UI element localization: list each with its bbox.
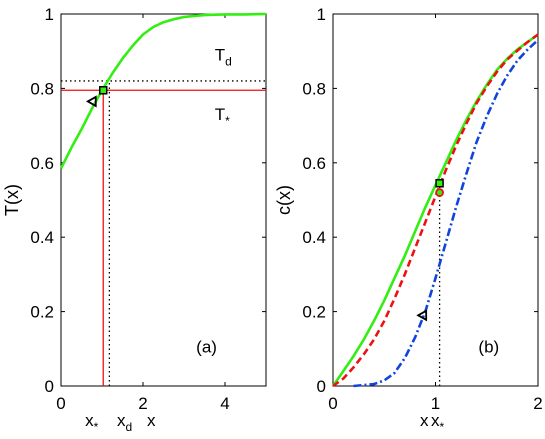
- x-tick-label: 1: [431, 394, 440, 413]
- axes-frame: [60, 13, 267, 387]
- x-axis-label: x*: [85, 411, 99, 434]
- y-tick-label: 0.2: [302, 303, 326, 322]
- axes-frame: [332, 13, 539, 387]
- y-tick-label: 0: [317, 377, 326, 396]
- panel-label: (b): [478, 338, 499, 357]
- series-line-1: [331, 33, 539, 387]
- circle-marker: [435, 188, 445, 197]
- x-tick-label: 4: [220, 394, 229, 413]
- x-axis-label: x*: [431, 411, 445, 434]
- panel-a: 0 2 4 0 0.2 0.4 0.6 0.8 1 T(x) x* xd x Td T* (a): [2, 5, 267, 434]
- y-tick-label: 0.6: [30, 154, 54, 173]
- y-tick-label: 0.8: [302, 79, 326, 98]
- annotation-label: Td: [215, 46, 232, 69]
- y-tick-label: 0.4: [302, 228, 326, 247]
- panel-b: 0 1 2 0 0.2 0.4 0.6 0.8 1 c(x) x x* (b): [274, 5, 543, 434]
- x-axis-label: xd: [117, 411, 132, 434]
- y-tick-label: 0.6: [302, 154, 326, 173]
- y-tick-label: 0.4: [30, 228, 54, 247]
- series-line-3: [353, 39, 539, 388]
- x-tick-label: 0: [328, 394, 337, 413]
- x-tick-label: 0: [56, 394, 65, 413]
- x-axis-label: x: [147, 411, 156, 430]
- x-tick-label: 2: [533, 394, 542, 413]
- triangle-marker: [85, 95, 97, 108]
- panel-label: (a): [196, 338, 217, 357]
- series-line-1: [59, 12, 267, 169]
- y-axis-label: T(x): [2, 184, 22, 216]
- triangle-marker: [416, 309, 428, 322]
- series-line-2: [332, 33, 539, 388]
- y-tick-label: 0.2: [30, 303, 54, 322]
- y-tick-label: 0.8: [30, 79, 54, 98]
- x-axis-label: x: [420, 411, 429, 430]
- square-marker: [435, 179, 444, 188]
- y-tick-label: 1: [45, 5, 54, 24]
- square-marker: [98, 86, 108, 95]
- x-tick-label: 2: [138, 394, 147, 413]
- y-tick-label: 0: [45, 377, 54, 396]
- y-axis-label: c(x): [274, 185, 294, 215]
- y-tick-label: 1: [317, 5, 326, 24]
- annotation-label: T*: [215, 105, 230, 128]
